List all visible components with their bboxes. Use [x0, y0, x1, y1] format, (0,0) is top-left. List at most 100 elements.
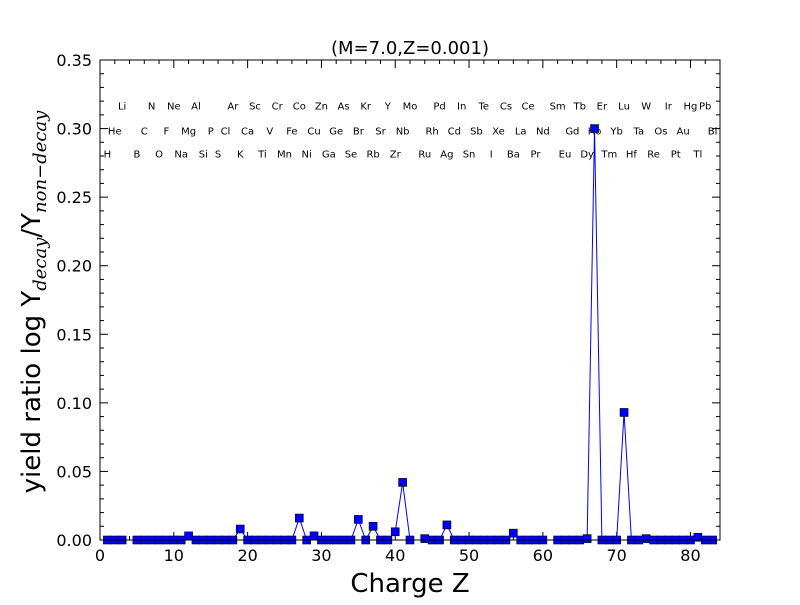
element-label: Er — [597, 102, 608, 113]
element-label: In — [457, 102, 466, 113]
element-label: P — [208, 126, 214, 137]
element-label: Ru — [418, 150, 431, 161]
y-tick-label: 0.20 — [56, 257, 92, 276]
x-tick-label: 50 — [459, 546, 479, 565]
element-label: Sb — [470, 126, 483, 137]
element-label: Sr — [375, 126, 386, 137]
data-point — [582, 534, 592, 543]
data-point — [368, 521, 378, 531]
element-label: Sc — [249, 102, 261, 113]
element-label: La — [515, 126, 527, 137]
element-label: Nd — [536, 126, 550, 137]
y-tick-label: 0.10 — [56, 394, 92, 413]
data-point — [420, 534, 430, 543]
element-label: Au — [677, 126, 690, 137]
element-label: Cu — [307, 126, 320, 137]
element-label: Ca — [241, 126, 254, 137]
element-label: Si — [199, 150, 208, 161]
data-point — [398, 478, 407, 487]
element-label: W — [641, 102, 651, 113]
element-label: Os — [654, 126, 667, 137]
element-label: S — [215, 150, 221, 161]
x-tick-label: 30 — [311, 546, 331, 565]
element-label: Na — [174, 150, 188, 161]
element-label: Fe — [286, 126, 297, 137]
element-label: As — [338, 102, 350, 113]
element-label: B — [133, 150, 140, 161]
element-label: V — [266, 126, 273, 137]
element-label: Ge — [329, 126, 343, 137]
element-label: K — [237, 150, 244, 161]
element-label: C — [141, 126, 148, 137]
element-label: Y — [384, 102, 392, 113]
element-label: O — [155, 150, 163, 161]
element-label: Zr — [390, 150, 402, 161]
element-label: Ce — [522, 102, 535, 113]
element-label: Al — [191, 102, 201, 113]
element-label: Pb — [699, 102, 711, 113]
data-point — [509, 528, 518, 538]
element-labels-layer: Li N Ne Al Ar Sc Cr Co Zn As Kr Y Mo Pd In Te Cs Ce Sm Tb Er… — [104, 102, 718, 161]
element-label: Tl — [692, 150, 702, 161]
element-label: Ba — [507, 150, 520, 161]
element-label: Pd — [433, 102, 445, 113]
element-label: Yb — [609, 126, 622, 137]
element-label: Re — [647, 150, 660, 161]
y-tick-label: 0.15 — [56, 325, 92, 344]
data-point — [294, 513, 304, 523]
element-label: Te — [478, 102, 490, 113]
x-tick-label: 20 — [237, 546, 257, 565]
chart-title: (M=7.0,Z=0.001) — [331, 38, 489, 59]
y-tick-label: 0.05 — [56, 462, 92, 481]
element-label: Cr — [272, 102, 284, 113]
element-label: Ga — [322, 150, 336, 161]
data-point — [184, 531, 193, 541]
element-label: Hf — [626, 150, 638, 161]
tick-layer: 0 10 20 30 40 50 60 70 80 0.00 0.05 0.10 0.15 0.20 0.2… — [56, 51, 721, 565]
element-label: Sn — [463, 150, 476, 161]
series-line — [136, 482, 411, 542]
y-axis-label-mid: /Y — [17, 213, 47, 238]
element-label: Tb — [573, 102, 586, 113]
element-label: He — [108, 126, 122, 137]
element-label: Br — [353, 126, 365, 137]
element-label: Co — [293, 102, 306, 113]
data-point — [390, 527, 400, 537]
y-axis-label: yield ratio log Ydecay/Ynon−decay — [17, 110, 51, 493]
element-label: Rb — [366, 150, 379, 161]
element-label: H — [104, 150, 112, 161]
element-label: Ti — [257, 150, 267, 161]
element-label: Li — [118, 102, 126, 113]
element-label: Xe — [492, 126, 505, 137]
element-label: Ni — [302, 150, 312, 161]
element-label: N — [148, 102, 155, 113]
y-tick-label: 0.25 — [56, 188, 92, 207]
element-label: Pr — [530, 150, 541, 161]
element-label: Pt — [671, 150, 681, 161]
x-axis-label: Charge Z — [350, 569, 469, 599]
series-layer — [103, 124, 717, 545]
element-label: F — [164, 126, 170, 137]
element-label: Eu — [559, 150, 572, 161]
element-label: Dy — [580, 150, 594, 161]
x-tick-label: 10 — [164, 546, 184, 565]
y-tick-label: 0.00 — [56, 531, 92, 550]
element-label: Hg — [684, 102, 698, 113]
data-point — [309, 531, 319, 541]
element-label: Ne — [167, 102, 181, 113]
element-label: Mo — [403, 102, 418, 113]
y-axis-label-sub2: non−decay — [30, 110, 51, 213]
element-label: Nb — [396, 126, 410, 137]
x-tick-label: 80 — [680, 546, 700, 565]
data-point — [442, 520, 452, 530]
element-label: Ta — [633, 126, 645, 137]
y-axis-label-sub1: decay — [30, 237, 51, 291]
x-tick-label: 0 — [95, 546, 105, 565]
element-label: Sm — [550, 102, 566, 113]
element-label: Tm — [600, 150, 617, 161]
x-tick-label: 40 — [385, 546, 405, 565]
x-tick-label: 70 — [606, 546, 626, 565]
element-label: Se — [345, 150, 358, 161]
element-label: Cs — [500, 102, 512, 113]
element-label: Ag — [440, 150, 453, 161]
